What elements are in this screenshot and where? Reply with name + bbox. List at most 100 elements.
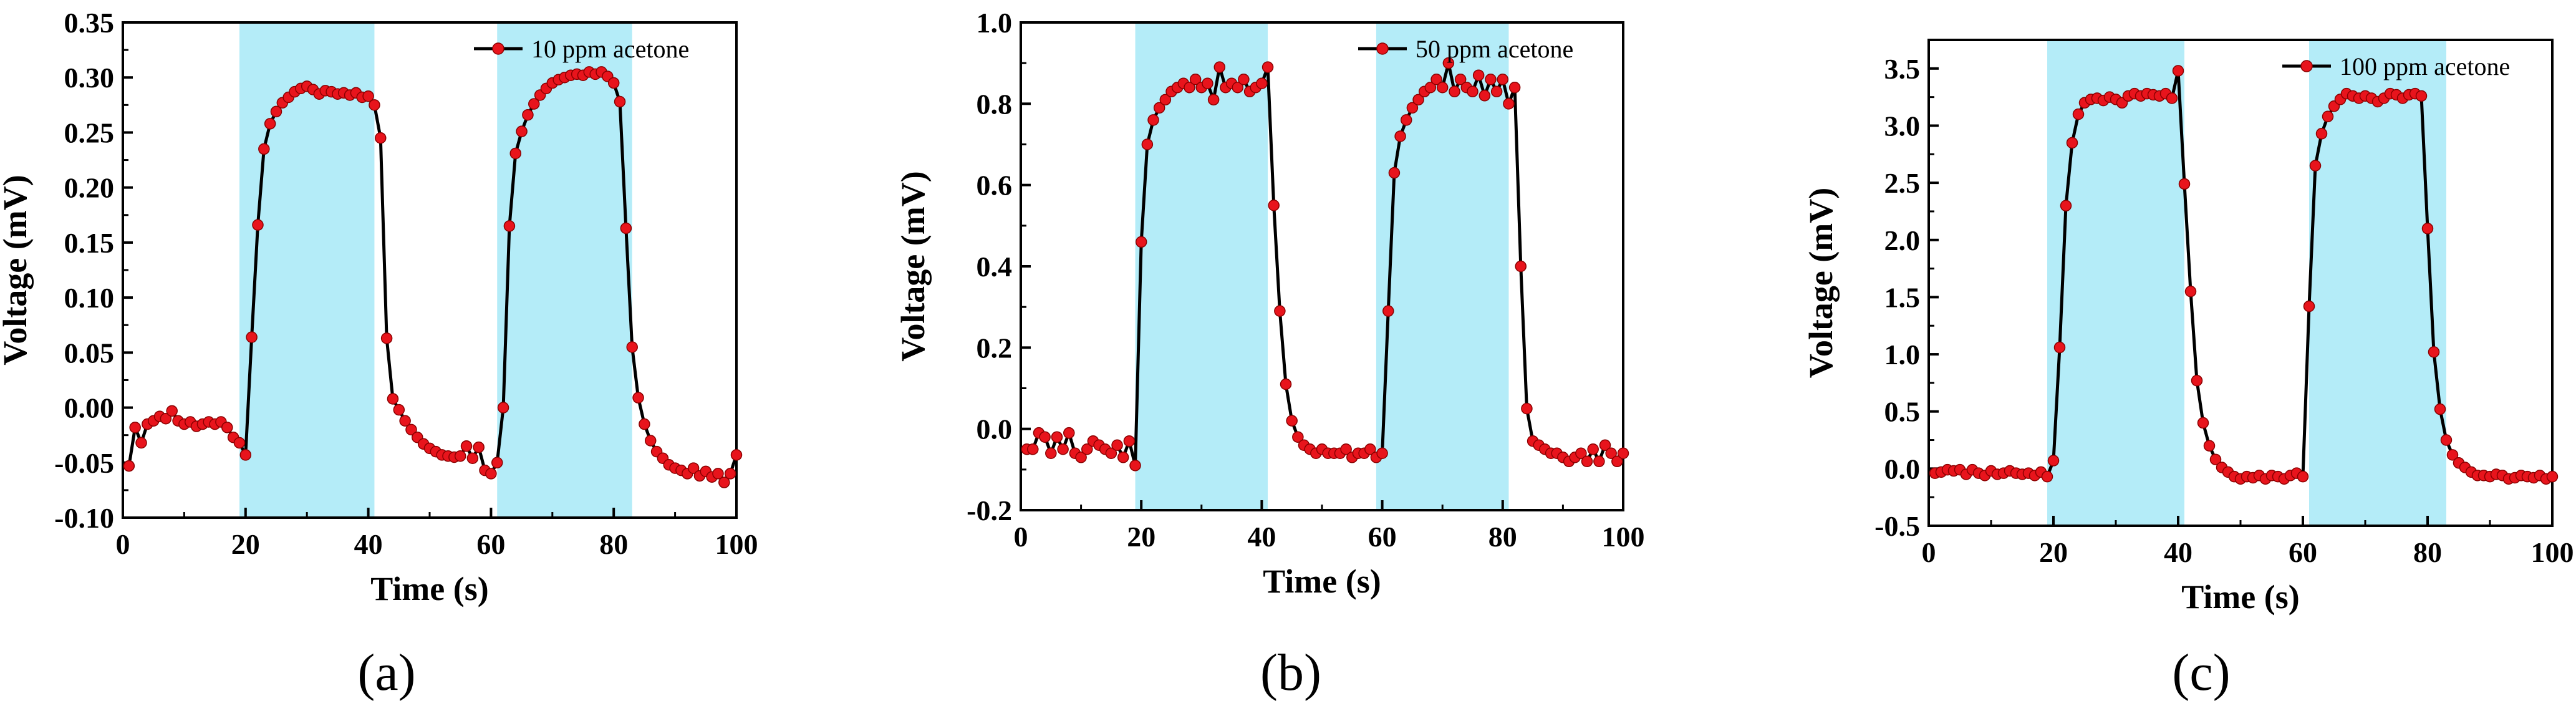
data-point xyxy=(1129,460,1141,472)
y-tick-label: 0.6 xyxy=(977,170,1013,201)
legend: 10 ppm acetone xyxy=(474,35,689,63)
x-tick-label: 80 xyxy=(1488,521,1517,553)
data-point xyxy=(2041,470,2053,483)
x-tick-label: 0 xyxy=(1922,536,1936,568)
data-point xyxy=(369,99,380,111)
data-point xyxy=(160,412,172,425)
data-point xyxy=(1153,102,1165,114)
data-point xyxy=(522,109,534,121)
chart-panel-2: 0 20 40 60 80 100 -0.5 0.0 0.5 1.0 1.5 2.0 2.5 3.0 3.5… xyxy=(1802,39,2574,616)
exposure-band-1 xyxy=(497,22,632,518)
exposure-band-1 xyxy=(1376,22,1509,510)
y-tick-label: 0.25 xyxy=(64,117,115,148)
x-tick-label: 60 xyxy=(2289,536,2317,568)
y-tick-label: 1.0 xyxy=(977,7,1013,39)
y-tick-label: 1.5 xyxy=(1884,281,1921,313)
data-point xyxy=(1406,102,1419,114)
data-point xyxy=(2191,374,2203,387)
data-point xyxy=(509,147,522,160)
data-point xyxy=(1105,447,1117,460)
data-point xyxy=(239,449,252,461)
data-point xyxy=(1521,402,1533,415)
data-point xyxy=(639,418,650,430)
data-point xyxy=(2203,440,2216,452)
data-point xyxy=(1575,447,1587,460)
data-point xyxy=(730,449,743,461)
data-point xyxy=(1424,82,1437,94)
y-tick-label: 0.05 xyxy=(64,337,115,369)
data-point xyxy=(1430,73,1442,85)
data-point xyxy=(270,105,282,118)
data-point xyxy=(1256,77,1268,89)
data-point xyxy=(258,143,270,155)
y-tick-label: -0.2 xyxy=(967,495,1012,526)
data-point xyxy=(399,415,411,427)
legend-marker xyxy=(1376,42,1389,55)
data-point xyxy=(362,90,374,102)
data-point xyxy=(607,77,620,89)
x-tick-label: 20 xyxy=(231,528,260,560)
data-point xyxy=(2440,434,2453,446)
data-point xyxy=(2209,453,2222,465)
y-tick-label: -0.05 xyxy=(54,447,114,479)
data-point xyxy=(405,423,417,436)
legend: 50 ppm acetone xyxy=(1358,35,1573,63)
chart-panel-0: 0 20 40 60 80 100 -0.10 -0.05 0.00 0.05 0.10 0.15 0.… xyxy=(0,7,758,607)
y-tick-label: 0.10 xyxy=(64,282,115,314)
data-point xyxy=(1274,305,1286,317)
plot-frame xyxy=(1927,39,2554,527)
data-point xyxy=(1238,73,1250,85)
data-point xyxy=(1081,443,1093,455)
data-point xyxy=(1467,85,1479,98)
data-point xyxy=(246,331,258,343)
x-tick-label: 80 xyxy=(2413,536,2442,568)
data-point xyxy=(724,468,736,480)
y-tick-label: 2.5 xyxy=(1884,167,1921,199)
data-point xyxy=(387,393,399,405)
data-point xyxy=(1207,94,1220,106)
y-tick-label: 3.0 xyxy=(1884,110,1921,142)
exposure-band-0 xyxy=(2047,40,2184,526)
data-point xyxy=(712,468,724,480)
x-tick-label: 60 xyxy=(476,528,505,560)
data-point xyxy=(1394,130,1406,142)
data-point xyxy=(1599,439,1611,451)
data-point xyxy=(2172,65,2184,77)
data-point xyxy=(620,222,632,235)
chart-panel-1: 0 20 40 60 80 100 -0.2 0.0 0.2 0.4 0.6 0.8 1.0 Time (… xyxy=(894,7,1645,600)
data-point xyxy=(1605,447,1617,460)
data-point xyxy=(1039,431,1051,443)
data-point xyxy=(485,468,497,480)
x-tick-label: 60 xyxy=(1368,521,1397,553)
data-point xyxy=(1063,427,1075,439)
y-axis-label: Voltage (mV) xyxy=(0,175,34,365)
y-tick-label: 0.15 xyxy=(64,227,115,259)
y-tick-label: 0.8 xyxy=(977,88,1013,120)
series-line xyxy=(1026,61,1625,467)
x-tick-label: 100 xyxy=(2531,536,2574,568)
data-point xyxy=(454,450,466,462)
y-tick-label: 0.35 xyxy=(64,7,115,39)
panel-label-c: (c) xyxy=(2172,644,2231,702)
data-point xyxy=(1400,114,1412,126)
legend-label: 10 ppm acetone xyxy=(531,35,689,63)
data-point xyxy=(166,405,178,417)
data-point xyxy=(1141,138,1154,150)
y-tick-label: 2.0 xyxy=(1884,225,1921,256)
data-point xyxy=(2178,178,2191,190)
data-point xyxy=(264,118,276,130)
data-point xyxy=(2066,137,2078,149)
data-point xyxy=(1412,94,1424,106)
y-tick-label: 0.4 xyxy=(977,251,1013,283)
data-point xyxy=(1593,455,1605,468)
data-point xyxy=(1449,85,1460,98)
data-point xyxy=(1382,305,1394,317)
data-point xyxy=(460,440,473,452)
data-point xyxy=(233,437,246,449)
data-point xyxy=(1202,77,1213,89)
data-point xyxy=(123,460,135,472)
data-point xyxy=(2297,470,2309,483)
data-point xyxy=(221,422,233,433)
series-line xyxy=(1934,69,2553,481)
data-point xyxy=(473,441,485,453)
